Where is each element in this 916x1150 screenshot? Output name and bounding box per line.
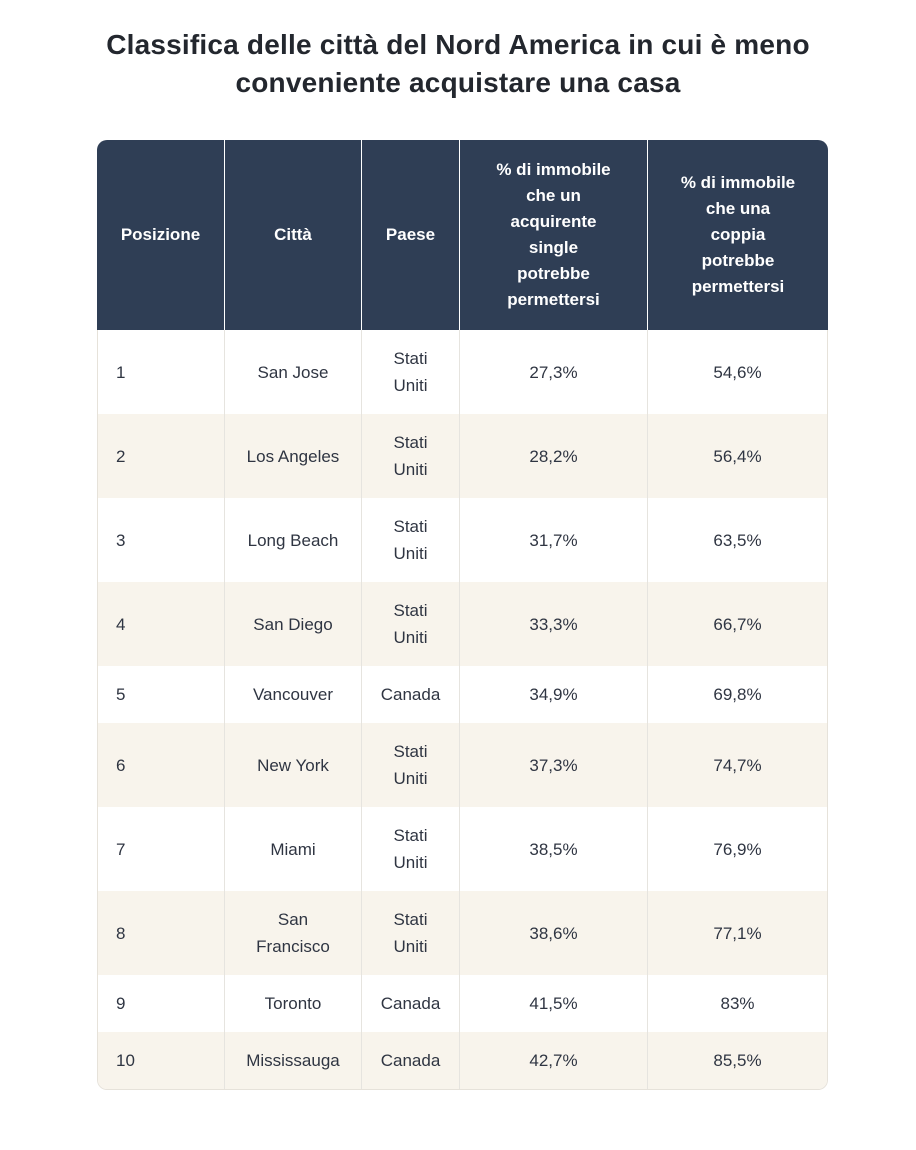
cell-coppia-pct: 77,1% (647, 891, 827, 975)
cell-coppia-pct: 63,5% (647, 498, 827, 582)
cell-posizione: 4 (116, 614, 126, 634)
column-header-coppia-pct: % di immobile che una coppia potrebbe pe… (647, 140, 828, 330)
cell-paese: Stati Uniti (361, 891, 459, 975)
cell-single-pct: 38,6% (459, 891, 647, 975)
table-header-row: Posizione Città Paese % di immobile che … (97, 140, 828, 330)
cell-paese: Canada (361, 975, 459, 1032)
cell-paese: Canada (361, 666, 459, 723)
cell-citta: San Francisco (224, 891, 361, 975)
cell-citta: New York (224, 723, 361, 807)
cell-paese: Stati Uniti (361, 330, 459, 414)
table-row: 6 New York Stati Uniti 37,3% 74,7% (98, 723, 827, 807)
column-header-citta: Città (224, 140, 361, 330)
table-row: 9 Toronto Canada 41,5% 83% (98, 975, 827, 1032)
cell-citta: Vancouver (224, 666, 361, 723)
cell-posizione: 6 (116, 755, 126, 775)
cell-single-pct: 41,5% (459, 975, 647, 1032)
cell-citta: Los Angeles (224, 414, 361, 498)
cell-posizione: 1 (116, 362, 126, 382)
cell-posizione: 10 (116, 1051, 135, 1070)
table-row: 7 Miami Stati Uniti 38,5% 76,9% (98, 807, 827, 891)
cell-paese: Stati Uniti (361, 582, 459, 666)
cell-coppia-pct: 74,7% (647, 723, 827, 807)
column-header-single-pct: % di immobile che un acquirente single p… (459, 140, 647, 330)
table-row: 1 San Jose Stati Uniti 27,3% 54,6% (98, 330, 827, 414)
table-row: 3 Long Beach Stati Uniti 31,7% 63,5% (98, 498, 827, 582)
column-header-posizione: Posizione (120, 225, 201, 244)
cell-single-pct: 42,7% (459, 1032, 647, 1089)
cell-coppia-pct: 56,4% (647, 414, 827, 498)
cell-paese: Stati Uniti (361, 498, 459, 582)
cell-posizione: 7 (116, 839, 126, 859)
cell-citta: Mississauga (224, 1032, 361, 1089)
cell-paese: Canada (361, 1032, 459, 1089)
cell-posizione: 5 (116, 685, 126, 704)
table-row: 10 Mississauga Canada 42,7% 85,5% (98, 1032, 827, 1089)
cell-paese: Stati Uniti (361, 723, 459, 807)
table-row: 8 San Francisco Stati Uniti 38,6% 77,1% (98, 891, 827, 975)
cell-single-pct: 27,3% (459, 330, 647, 414)
cell-coppia-pct: 85,5% (647, 1032, 827, 1089)
table-row: 2 Los Angeles Stati Uniti 28,2% 56,4% (98, 414, 827, 498)
cell-single-pct: 31,7% (459, 498, 647, 582)
cell-single-pct: 38,5% (459, 807, 647, 891)
column-header-paese: Paese (361, 140, 459, 330)
cell-citta: Miami (224, 807, 361, 891)
cell-citta: San Jose (224, 330, 361, 414)
cell-coppia-pct: 76,9% (647, 807, 827, 891)
table-row: 4 San Diego Stati Uniti 33,3% 66,7% (98, 582, 827, 666)
table-body: 1 San Jose Stati Uniti 27,3% 54,6% 2 Los… (97, 330, 828, 1090)
cell-single-pct: 28,2% (459, 414, 647, 498)
table-row: 5 Vancouver Canada 34,9% 69,8% (98, 666, 827, 723)
cell-citta: San Diego (224, 582, 361, 666)
page-title: Classifica delle città del Nord America … (106, 29, 810, 98)
cell-single-pct: 33,3% (459, 582, 647, 666)
cell-posizione: 3 (116, 530, 126, 550)
cell-paese: Stati Uniti (361, 807, 459, 891)
cell-coppia-pct: 69,8% (647, 666, 827, 723)
cell-coppia-pct: 54,6% (647, 330, 827, 414)
cell-citta: Toronto (224, 975, 361, 1032)
cell-posizione: 8 (116, 923, 126, 943)
cell-citta: Long Beach (224, 498, 361, 582)
cell-posizione: 2 (116, 446, 126, 466)
cell-single-pct: 37,3% (459, 723, 647, 807)
cell-single-pct: 34,9% (459, 666, 647, 723)
ranking-table: Posizione Città Paese % di immobile che … (97, 140, 828, 1090)
cell-posizione: 9 (116, 994, 126, 1013)
cell-paese: Stati Uniti (361, 414, 459, 498)
cell-coppia-pct: 83% (647, 975, 827, 1032)
cell-coppia-pct: 66,7% (647, 582, 827, 666)
